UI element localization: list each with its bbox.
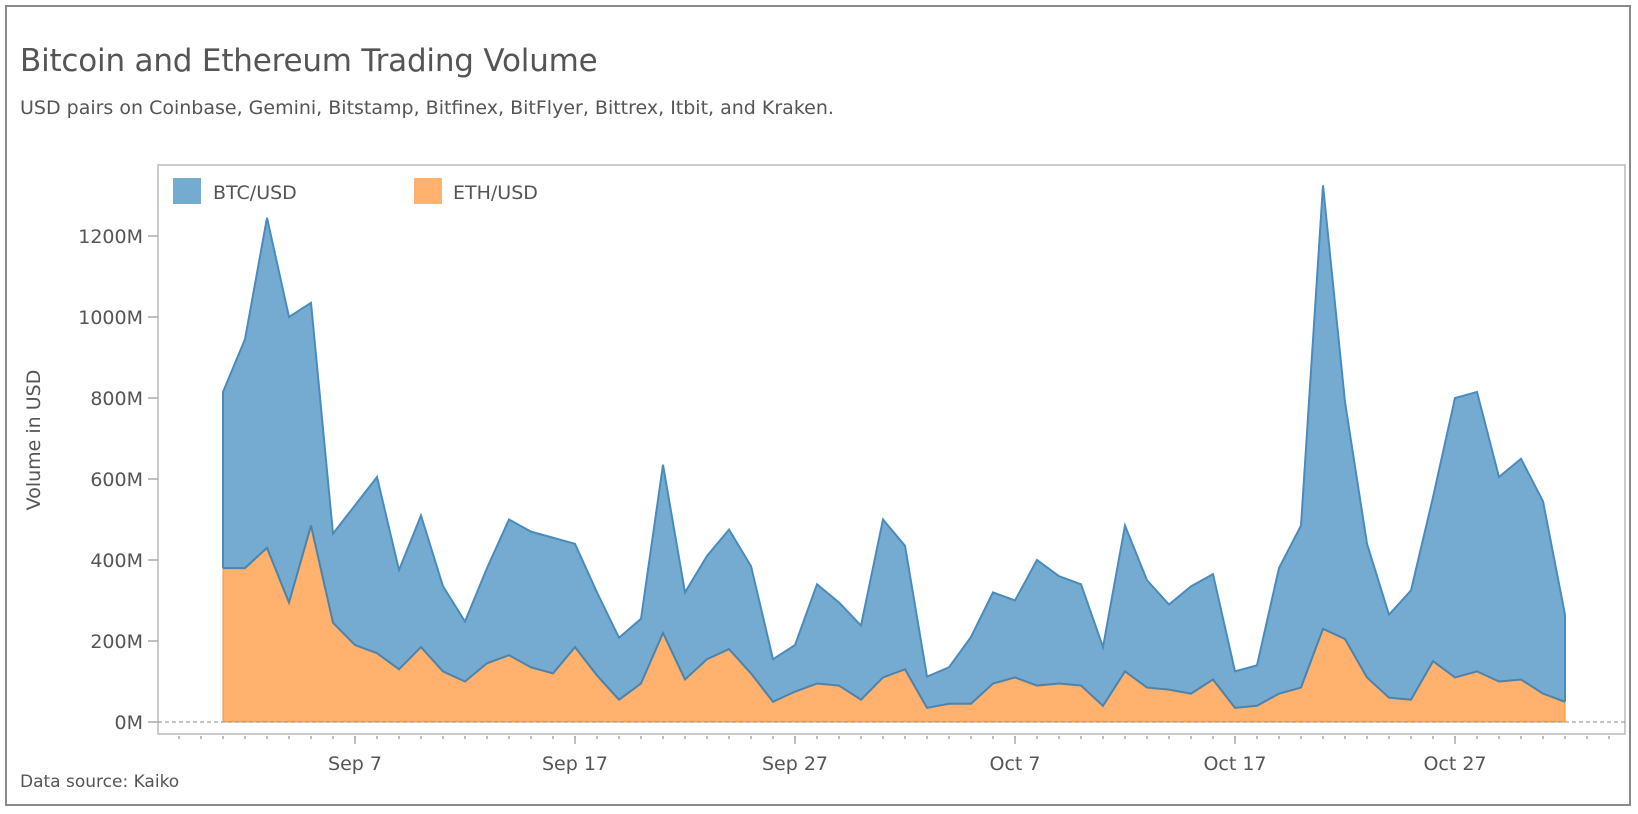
legend-swatch-btc [173,178,201,204]
chart-frame [5,5,1631,806]
x-tick-label: Sep 17 [542,753,608,775]
y-tick-label: 0M [115,712,143,734]
y-tick-label: 600M [90,469,143,491]
legend-swatch-eth [414,178,442,204]
x-tick-label: Sep 7 [328,753,382,775]
btc-area [223,185,1565,708]
x-tick-label: Oct 17 [1203,753,1266,775]
y-axis-title: Volume in USD [23,370,45,511]
x-tick-label: Oct 27 [1423,753,1486,775]
chart-title: Bitcoin and Ethereum Trading Volume [20,43,598,79]
y-tick-label: 1200M [78,226,143,248]
y-tick-label: 800M [90,388,143,410]
chart-subtitle: USD pairs on Coinbase, Gemini, Bitstamp,… [20,97,834,119]
btc-line [222,185,1566,702]
x-tick-label: Oct 7 [990,753,1041,775]
eth-line [223,525,1566,709]
data-source-note: Data source: Kaiko [20,772,180,792]
plot-area [157,164,1626,735]
y-tick-label: 400M [90,550,143,572]
legend-label-eth: ETH/USD [453,182,538,204]
legend-label-btc: BTC/USD [213,182,297,204]
x-tick-label: Sep 27 [762,753,828,775]
y-tick-label: 200M [90,631,143,653]
y-tick-label: 1000M [78,307,143,329]
